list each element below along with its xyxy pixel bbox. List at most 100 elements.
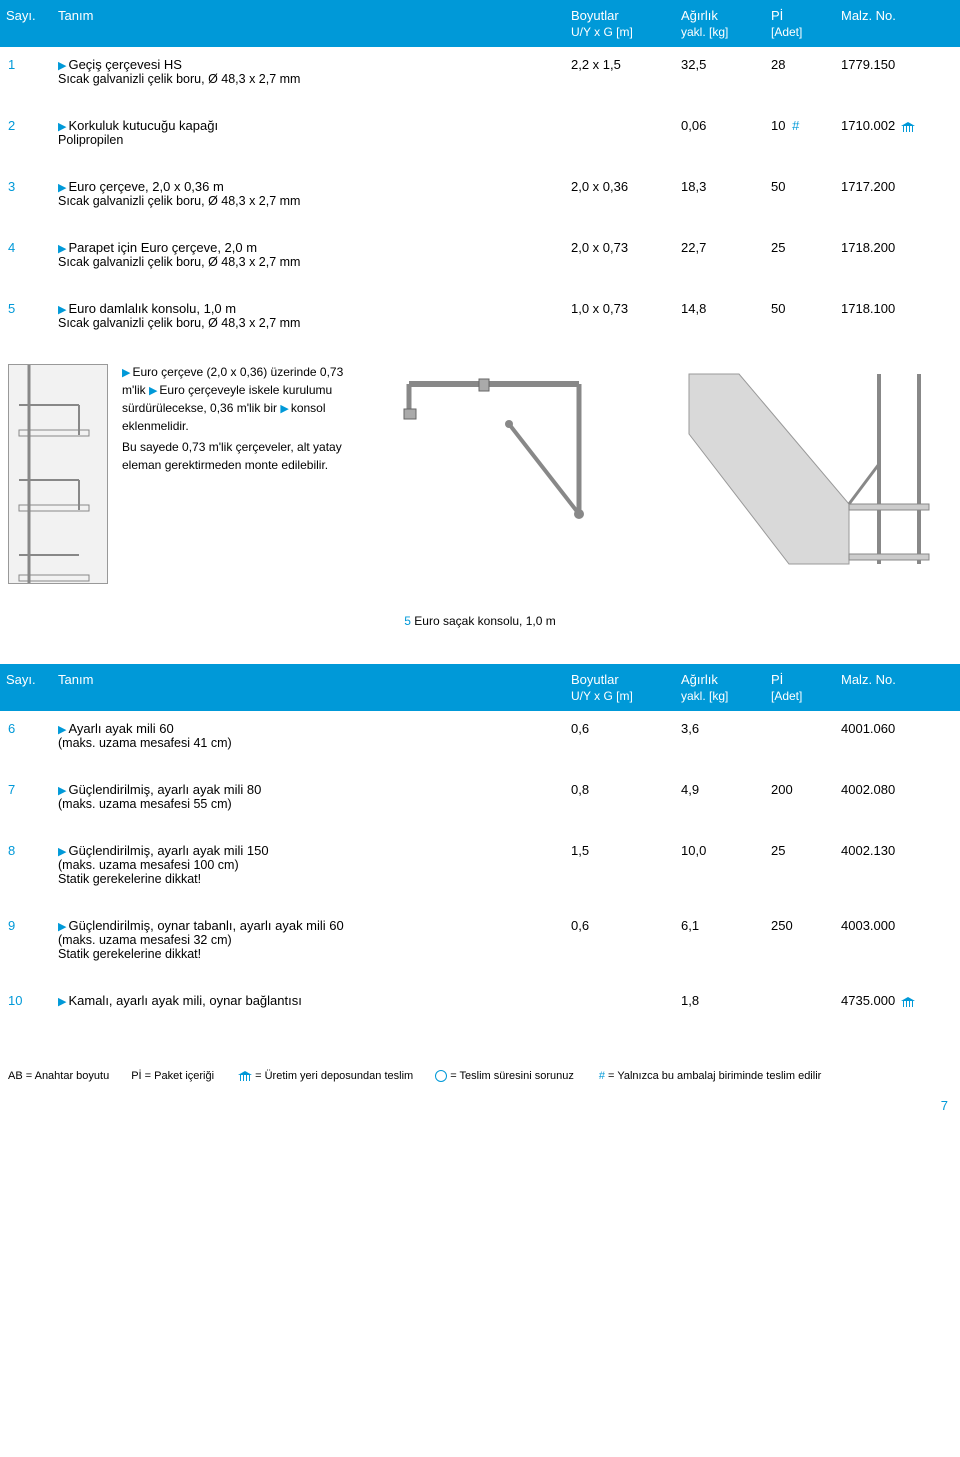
cell-matno: 4002.130: [835, 843, 930, 886]
cell-weight: 32,5: [675, 57, 765, 86]
th2-agirlik-sub: yakl. [kg]: [681, 689, 759, 703]
cell-size: 0,8: [565, 782, 675, 811]
th-boyutlar: Boyutlar U/Y x G [m]: [565, 0, 675, 47]
cell-end: [930, 240, 960, 269]
info-text: ▶Euro çerçeve (2,0 x 0,36) üzerinde 0,73…: [122, 364, 352, 584]
cell-number: 2: [0, 118, 52, 147]
arrow-icon: ▶: [58, 784, 66, 797]
th2-pi-main: Pİ: [771, 672, 783, 687]
table-row: 10▶Kamalı, ayarlı ayak mili, oynar bağla…: [0, 983, 960, 1030]
table-row: 4▶Parapet için Euro çerçeve, 2,0 mSıcak …: [0, 230, 960, 291]
table-row: 1 ▶Geçiş çerçevesi HSSıcak galvanizli çel…: [0, 47, 960, 108]
cell-desc: ▶Güçlendirilmiş, ayarlı ayak mili 80(mak…: [52, 782, 565, 811]
th-agirlik: Ağırlık yakl. [kg]: [675, 0, 765, 47]
desc-main: ▶Ayarlı ayak mili 60: [58, 721, 559, 736]
cell-end: [930, 782, 960, 811]
cell-number: 5: [0, 301, 52, 330]
cell-end: [930, 179, 960, 208]
desc-sub: Sıcak galvanizli çelik boru, Ø 48,3 x 2,…: [58, 194, 559, 208]
th2-sayi: Sayı.: [0, 664, 52, 711]
cell-end: [930, 118, 960, 147]
cell-pi: 28: [765, 57, 835, 86]
desc-main: ▶Parapet için Euro çerçeve, 2,0 m: [58, 240, 559, 255]
page-number: 7: [0, 1090, 960, 1121]
desc-sub: (maks. uzama mesafesi 32 cm): [58, 933, 559, 947]
th-pi-sub: [Adet]: [771, 25, 829, 39]
desc-sub-2: Statik gerekelerine dikkat!: [58, 947, 559, 961]
cell-desc: ▶Euro çerçeve, 2,0 x 0,36 mSıcak galvani…: [52, 179, 565, 208]
info-section: ▶Euro çerçeve (2,0 x 0,36) üzerinde 0,73…: [0, 352, 960, 608]
cell-desc: ▶Ayarlı ayak mili 60(maks. uzama mesafes…: [52, 721, 565, 750]
arrow-icon: ▶: [58, 303, 66, 316]
legend-ab: AB = Anahtar boyutu: [8, 1070, 109, 1082]
arrow-icon: ▶: [58, 845, 66, 858]
legend-wh: = Üretim yeri deposundan teslim: [236, 1070, 413, 1082]
cell-pi: 200: [765, 782, 835, 811]
cell-desc: ▶Korkuluk kutucuğu kapağıPolipropilen: [52, 118, 565, 147]
cell-size: 2,0 x 0,36: [565, 179, 675, 208]
th-agirlik-sub: yakl. [kg]: [681, 25, 759, 39]
info-paragraph-1: ▶Euro çerçeve (2,0 x 0,36) üzerinde 0,73…: [122, 364, 352, 435]
warehouse-icon: [238, 1071, 252, 1081]
th-boyutlar-sub: U/Y x G [m]: [571, 25, 669, 39]
desc-main: ▶Geçiş çerçevesi HS: [58, 57, 559, 72]
desc-main: ▶Güçlendirilmiş, oynar tabanlı, ayarlı a…: [58, 918, 559, 933]
cell-matno: 4735.000: [835, 993, 930, 1008]
figure-right-roof: [666, 364, 952, 584]
desc-sub: (maks. uzama mesafesi 55 cm): [58, 797, 559, 811]
cell-size: 2,2 x 1,5: [565, 57, 675, 86]
cell-number: 8: [0, 843, 52, 886]
cell-pi: [765, 993, 835, 1008]
cell-matno: 1718.200: [835, 240, 930, 269]
desc-sub: (maks. uzama mesafesi 41 cm): [58, 736, 559, 750]
cell-pi: 250: [765, 918, 835, 961]
warehouse-icon: [901, 997, 915, 1007]
cell-pi: [765, 721, 835, 750]
cell-weight: 14,8: [675, 301, 765, 330]
legend-wh-text: = Üretim yeri deposundan teslim: [255, 1070, 413, 1082]
th-end: [930, 0, 960, 47]
desc-main: ▶Euro damlalık konsolu, 1,0 m: [58, 301, 559, 316]
th-malz: Malz. No.: [835, 0, 930, 47]
desc-sub: Sıcak galvanizli çelik boru, Ø 48,3 x 2,…: [58, 72, 559, 86]
legend-hash-text: = Yalnızca bu ambalaj biriminde teslim e…: [608, 1070, 821, 1082]
cell-pi: 50: [765, 179, 835, 208]
cell-size: [565, 118, 675, 147]
cell-size: 1,0 x 0,73: [565, 301, 675, 330]
cell-number: 7: [0, 782, 52, 811]
cell-pi: 25: [765, 240, 835, 269]
desc-sub: Sıcak galvanizli çelik boru, Ø 48,3 x 2,…: [58, 255, 559, 269]
warehouse-icon: [901, 122, 915, 132]
table-row: 2▶Korkuluk kutucuğu kapağıPolipropilen0,…: [0, 108, 960, 169]
legend-clock: = Teslim süresini sorunuz: [435, 1070, 574, 1082]
arrow-icon: ▶: [58, 120, 66, 133]
caption-text: Euro saçak konsolu, 1,0 m: [411, 614, 556, 628]
hash-icon: #: [599, 1070, 605, 1082]
arrow-icon: ▶: [58, 723, 66, 736]
cell-desc: ▶Euro damlalık konsolu, 1,0 mSıcak galva…: [52, 301, 565, 330]
th2-tanim: Tanım: [52, 664, 565, 711]
desc-sub: Polipropilen: [58, 133, 559, 147]
cell-weight: 22,7: [675, 240, 765, 269]
th2-pi: Pİ [Adet]: [765, 664, 835, 711]
legend-pi: Pİ = Paket içeriği: [131, 1070, 214, 1082]
desc-main: ▶Güçlendirilmiş, ayarlı ayak mili 80: [58, 782, 559, 797]
cell-weight: 18,3: [675, 179, 765, 208]
cell-pi: 50: [765, 301, 835, 330]
hash-icon: #: [788, 118, 799, 133]
caption-number: 5: [404, 614, 411, 628]
cell-weight: 4,9: [675, 782, 765, 811]
th2-agirlik-main: Ağırlık: [681, 672, 718, 687]
arrow-icon: ▶: [280, 402, 288, 418]
cell-desc: ▶Kamalı, ayarlı ayak mili, oynar bağlant…: [52, 993, 565, 1008]
cell-matno: 1779.150: [835, 57, 930, 86]
table-row: 3▶Euro çerçeve, 2,0 x 0,36 mSıcak galvan…: [0, 169, 960, 230]
legend-hash: # = Yalnızca bu ambalaj biriminde teslim…: [596, 1070, 821, 1082]
figure-caption: 5 Euro saçak konsolu, 1,0 m: [0, 608, 960, 664]
cell-end: [930, 843, 960, 886]
cell-pi: 10 #: [765, 118, 835, 147]
desc-main: ▶Kamalı, ayarlı ayak mili, oynar bağlant…: [58, 993, 559, 1008]
cell-number: 1: [0, 57, 52, 86]
cell-matno: 1710.002: [835, 118, 930, 147]
table-row: 6▶Ayarlı ayak mili 60(maks. uzama mesafe…: [0, 711, 960, 772]
